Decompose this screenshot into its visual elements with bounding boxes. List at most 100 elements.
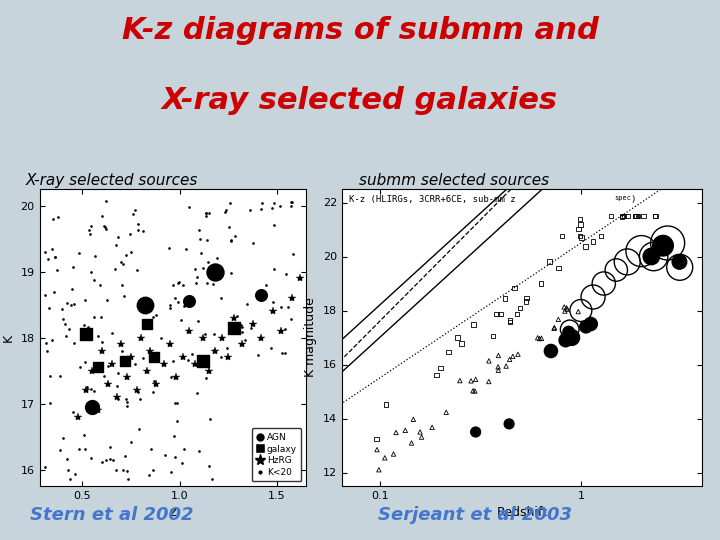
Point <box>468 320 480 329</box>
Point <box>390 428 402 437</box>
Point <box>507 352 518 361</box>
Text: K-z (HLIRGs, 3CRR+6CE, sub-mm z: K-z (HLIRGs, 3CRR+6CE, sub-mm z <box>349 195 516 204</box>
Text: K-z diagrams of submm and: K-z diagrams of submm and <box>122 16 598 45</box>
Point <box>588 237 599 246</box>
Point <box>467 387 479 395</box>
Point <box>575 232 586 240</box>
Text: Serjeant et al 2003: Serjeant et al 2003 <box>378 506 572 524</box>
Point <box>622 212 634 220</box>
Point <box>388 450 400 458</box>
Point <box>630 212 642 220</box>
Point <box>400 426 411 435</box>
Point <box>575 306 587 315</box>
Point <box>649 212 661 220</box>
Point <box>86 402 98 411</box>
Point <box>515 303 526 312</box>
Point <box>435 363 446 372</box>
Text: X-ray selected galaxies: X-ray selected galaxies <box>162 86 558 116</box>
Point <box>662 239 673 247</box>
Point <box>120 356 131 365</box>
Point <box>556 232 567 240</box>
Point <box>621 258 633 266</box>
Point <box>575 220 586 229</box>
Point <box>585 320 597 328</box>
Point <box>256 291 267 299</box>
Point <box>406 438 418 447</box>
Point <box>456 339 467 348</box>
Point <box>505 318 516 326</box>
Point <box>559 302 570 311</box>
Point <box>638 212 649 220</box>
Point <box>197 356 209 365</box>
Point <box>148 353 160 362</box>
Point <box>562 305 573 314</box>
Point <box>441 408 452 416</box>
Point <box>553 264 564 272</box>
Point <box>492 351 504 360</box>
Point <box>544 257 555 266</box>
Text: X-ray selected sources: X-ray selected sources <box>25 173 198 188</box>
Point <box>209 267 220 276</box>
Y-axis label: K magnitude: K magnitude <box>305 298 318 377</box>
Point <box>534 334 545 343</box>
Text: Stern et al 2002: Stern et al 2002 <box>30 506 194 524</box>
Point <box>572 307 584 316</box>
Point <box>469 387 481 395</box>
Point <box>431 371 442 380</box>
Point <box>408 415 419 423</box>
Point <box>521 297 532 306</box>
Point <box>503 420 515 428</box>
Point <box>616 213 628 221</box>
Point <box>532 334 544 342</box>
Point <box>483 356 495 365</box>
Point <box>580 242 591 251</box>
Point <box>574 215 585 224</box>
Point <box>598 279 610 288</box>
Legend: AGN, galaxy, HzRG, K<20: AGN, galaxy, HzRG, K<20 <box>251 428 302 482</box>
Point <box>674 258 685 266</box>
Point <box>650 212 662 220</box>
Text: ): ) <box>630 195 635 204</box>
Point <box>184 297 195 306</box>
X-axis label: z: z <box>169 507 176 519</box>
Point <box>631 212 642 220</box>
Point <box>549 324 560 333</box>
Point <box>563 328 575 336</box>
Y-axis label: K: K <box>2 333 15 342</box>
Point <box>566 333 577 342</box>
Point <box>81 330 92 339</box>
Point <box>629 212 641 220</box>
Point <box>454 376 466 385</box>
Text: spec: spec <box>613 195 631 201</box>
Point <box>92 363 104 372</box>
Point <box>504 355 516 364</box>
Point <box>560 336 572 345</box>
Point <box>483 377 495 386</box>
Point <box>139 300 150 309</box>
Point <box>416 433 428 441</box>
Point <box>580 322 592 331</box>
Point <box>504 316 516 325</box>
Point <box>549 323 560 332</box>
Point <box>141 320 153 329</box>
Point <box>499 294 510 303</box>
Point <box>465 376 477 385</box>
Point <box>379 454 390 462</box>
Point <box>618 212 630 220</box>
Point <box>426 423 438 431</box>
Point <box>632 212 644 220</box>
Point <box>648 252 660 261</box>
Point <box>414 428 426 436</box>
Point <box>500 362 512 370</box>
Point <box>372 446 383 454</box>
Point <box>561 303 572 312</box>
Point <box>657 241 669 250</box>
Point <box>595 232 607 240</box>
Point <box>492 366 504 375</box>
Point <box>228 323 240 332</box>
Point <box>495 310 506 319</box>
Point <box>545 347 557 355</box>
Point <box>451 333 463 342</box>
Point <box>371 434 382 443</box>
Point <box>536 279 547 288</box>
